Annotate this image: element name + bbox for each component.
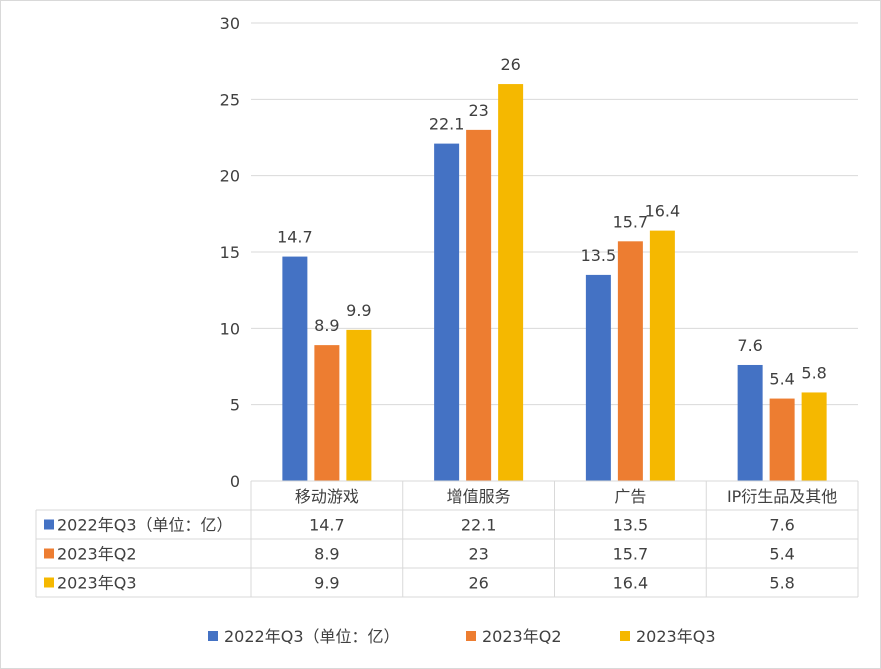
- table-cell: 9.9: [314, 574, 339, 593]
- data-label: 26: [500, 55, 520, 74]
- table-cell: 13.5: [613, 516, 649, 535]
- table-cell: 8.9: [314, 545, 339, 564]
- y-tick-label: 20: [220, 167, 240, 186]
- table-legend-swatch: [44, 519, 54, 530]
- category-label: 广告: [614, 487, 646, 506]
- y-tick-label: 10: [220, 319, 240, 338]
- bar: [617, 241, 643, 481]
- bar: [466, 129, 492, 481]
- table-series-name: 2023年Q3: [57, 574, 137, 593]
- data-label: 9.9: [346, 301, 371, 320]
- bar: [346, 329, 372, 481]
- table-cell: 7.6: [769, 516, 794, 535]
- legend-label: 2023年Q2: [482, 627, 562, 646]
- table-legend-swatch: [44, 548, 54, 559]
- category-label: 移动游戏: [295, 487, 359, 506]
- bar: [801, 392, 827, 481]
- table-cell: 22.1: [461, 516, 497, 535]
- data-label: 15.7: [613, 212, 649, 231]
- y-tick-label: 5: [230, 396, 240, 415]
- table-series-name: 2023年Q2: [57, 545, 137, 564]
- data-label: 8.9: [314, 316, 339, 335]
- legend-swatch: [208, 631, 218, 641]
- legend-swatch: [466, 631, 476, 641]
- bar: [769, 398, 795, 481]
- legend-swatch: [620, 631, 630, 641]
- category-label: IP衍生品及其他: [727, 487, 837, 506]
- data-label: 7.6: [737, 336, 762, 355]
- table-cell: 23: [468, 545, 488, 564]
- table-cell: 14.7: [309, 516, 345, 535]
- legend-label: 2022年Q3（单位：亿）: [224, 627, 400, 646]
- bar: [282, 256, 308, 481]
- table-cell: 26: [468, 574, 488, 593]
- table-legend-swatch: [44, 577, 54, 588]
- table-cell: 5.4: [769, 545, 794, 564]
- bar: [737, 364, 763, 481]
- bar: [498, 84, 524, 482]
- y-tick-label: 15: [220, 243, 240, 262]
- data-label: 23: [468, 101, 488, 120]
- legend-label: 2023年Q3: [636, 627, 716, 646]
- data-label: 5.4: [769, 370, 794, 389]
- category-label: 增值服务: [447, 487, 511, 506]
- data-label: 16.4: [645, 202, 681, 221]
- table-cell: 5.8: [769, 574, 794, 593]
- y-tick-label: 0: [230, 472, 240, 491]
- bar: [434, 143, 460, 481]
- y-tick-label: 30: [220, 14, 240, 33]
- data-label: 5.8: [801, 363, 826, 382]
- bar: [314, 345, 340, 481]
- bar: [649, 230, 675, 481]
- data-label: 14.7: [277, 228, 313, 247]
- data-label: 22.1: [429, 115, 465, 134]
- data-label: 13.5: [581, 246, 617, 265]
- table-cell: 16.4: [613, 574, 649, 593]
- bar: [585, 274, 611, 481]
- y-tick-label: 25: [220, 90, 240, 109]
- table-cell: 15.7: [613, 545, 649, 564]
- table-series-name: 2022年Q3（单位：亿）: [57, 516, 233, 535]
